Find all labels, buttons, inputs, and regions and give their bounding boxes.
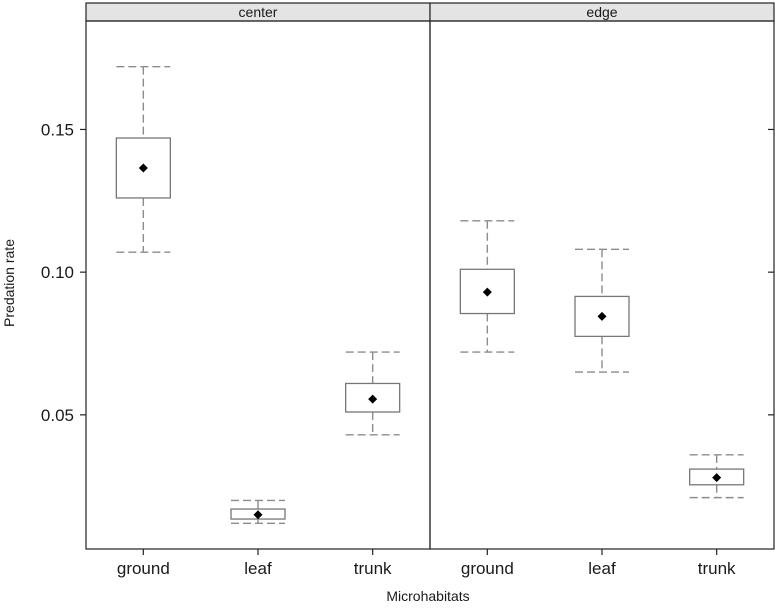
mean-marker bbox=[712, 473, 722, 483]
mean-marker bbox=[253, 510, 263, 520]
mean-marker bbox=[138, 163, 148, 173]
box-center-trunk bbox=[345, 351, 401, 436]
y-tick-label: 0.10 bbox=[41, 263, 74, 282]
panel-strip-label-edge: edge bbox=[586, 4, 617, 20]
mean-marker bbox=[368, 394, 378, 404]
box-center-leaf bbox=[230, 499, 286, 525]
box-center-ground bbox=[115, 65, 171, 253]
x-axis-label: Microhabitats bbox=[386, 588, 469, 604]
box-edge-trunk bbox=[689, 454, 745, 499]
x-tick-label-edge-trunk: trunk bbox=[698, 559, 736, 578]
mean-marker bbox=[597, 311, 607, 321]
x-tick-label-center-leaf: leaf bbox=[244, 559, 272, 578]
mean-marker bbox=[482, 287, 492, 297]
y-tick-label: 0.05 bbox=[41, 406, 74, 425]
panel-strip-label-center: center bbox=[239, 4, 278, 20]
x-tick-label-edge-ground: ground bbox=[461, 559, 514, 578]
box-edge-leaf bbox=[574, 248, 630, 373]
axes-layer: ground leaf trunk ground leaf trunk 0.05 0.10 0.… bbox=[41, 120, 774, 578]
y-tick-label: 0.15 bbox=[41, 120, 74, 139]
x-tick-label-edge-leaf: leaf bbox=[588, 559, 616, 578]
box-edge-ground bbox=[459, 220, 515, 353]
y-axis-label: Predation rate bbox=[1, 239, 17, 327]
x-tick-label-center-ground: ground bbox=[117, 559, 170, 578]
x-tick-label-center-trunk: trunk bbox=[354, 559, 392, 578]
panels-layer: center edge bbox=[85, 2, 775, 550]
panel-edge: edge bbox=[429, 2, 775, 550]
